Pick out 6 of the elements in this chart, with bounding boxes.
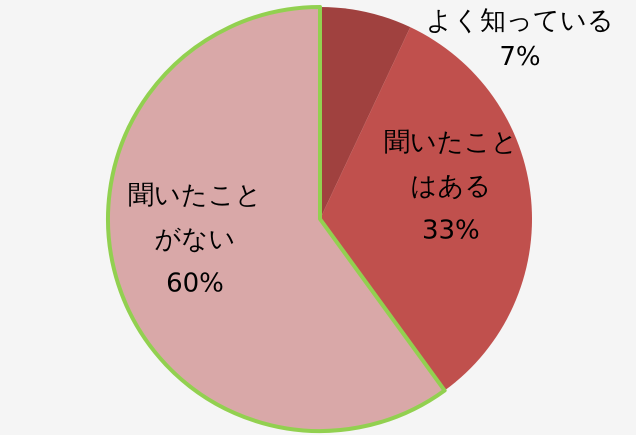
data-label: 60%	[166, 268, 224, 299]
data-label: 7%	[499, 42, 541, 72]
data-label: 33%	[422, 216, 480, 246]
slice-label: 聞いたことはある	[384, 128, 518, 202]
slice-label: 聞いたことがない	[128, 180, 262, 255]
slice-label: よく知っている	[426, 6, 614, 36]
